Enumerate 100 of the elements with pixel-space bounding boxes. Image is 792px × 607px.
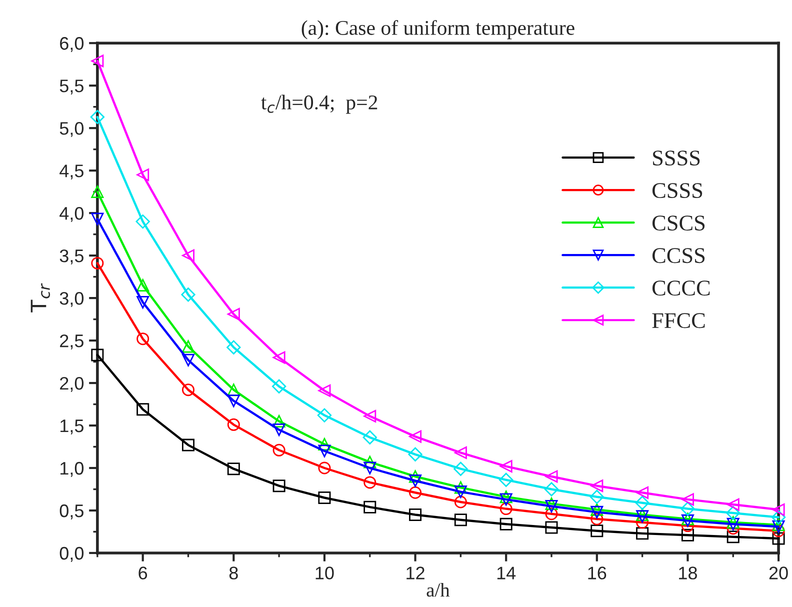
chart-title: (a): Case of uniform temperature xyxy=(302,20,574,40)
point xyxy=(364,410,376,422)
point xyxy=(408,447,422,462)
point xyxy=(409,470,422,483)
point xyxy=(454,514,467,526)
point xyxy=(545,521,558,534)
point xyxy=(227,418,240,431)
point xyxy=(364,476,376,489)
point xyxy=(409,508,422,521)
point xyxy=(409,430,422,443)
legend-label: FFCC xyxy=(652,313,705,328)
y-tick-label: 2,5 xyxy=(60,334,84,350)
point xyxy=(362,430,377,444)
legend-label: CSSS xyxy=(652,183,702,198)
point xyxy=(91,186,104,198)
point xyxy=(182,249,194,262)
point xyxy=(500,518,512,530)
point xyxy=(226,340,241,354)
y-tick-label: 4,5 xyxy=(60,164,84,180)
point xyxy=(545,508,558,520)
point xyxy=(636,527,649,540)
point xyxy=(136,332,150,346)
point xyxy=(545,500,558,512)
point xyxy=(454,481,467,494)
point xyxy=(182,384,194,396)
point xyxy=(227,394,240,408)
point xyxy=(409,474,422,487)
x-axis-title: a/h xyxy=(426,583,450,597)
point xyxy=(726,498,740,511)
point xyxy=(500,493,512,506)
point xyxy=(272,424,286,436)
point xyxy=(590,503,604,516)
point xyxy=(500,490,512,504)
legend-label: SSSS xyxy=(653,150,700,166)
point xyxy=(272,415,286,428)
point xyxy=(136,168,150,182)
point xyxy=(454,446,467,459)
point xyxy=(364,462,376,474)
x-tick-label: 16 xyxy=(588,566,606,580)
point xyxy=(91,212,104,226)
y-tick-label: 1,5 xyxy=(60,420,84,434)
x-tick-label: 20 xyxy=(769,566,788,580)
point xyxy=(181,288,196,302)
x-tick-label: 8 xyxy=(229,566,238,580)
point xyxy=(318,438,331,450)
point xyxy=(771,510,786,524)
legend-label: CCSS xyxy=(652,248,705,264)
point xyxy=(136,214,150,229)
y-axis-title: T$_{cr}$ xyxy=(30,283,50,312)
x-tick-label: 10 xyxy=(316,566,334,580)
point xyxy=(136,296,150,309)
point xyxy=(636,516,649,529)
point xyxy=(590,490,604,504)
point xyxy=(726,530,740,544)
point xyxy=(545,497,558,510)
point xyxy=(545,470,558,483)
point xyxy=(681,493,694,506)
y-tick-label: 0,0 xyxy=(60,546,84,562)
point xyxy=(227,308,240,320)
x-tick-label: 12 xyxy=(406,566,424,580)
y-tick-label: 0,5 xyxy=(60,504,84,520)
point xyxy=(726,506,740,520)
y-tick-label: 3,5 xyxy=(60,249,84,264)
point xyxy=(635,496,650,510)
point xyxy=(182,340,194,353)
point xyxy=(409,486,422,499)
x-tick-label: 6 xyxy=(138,566,148,580)
point xyxy=(91,348,104,362)
point xyxy=(454,496,467,508)
x-tick-label: 14 xyxy=(497,566,516,580)
point xyxy=(90,110,104,124)
point xyxy=(91,54,104,68)
legend-label: CCCC xyxy=(652,280,710,296)
point xyxy=(454,486,467,498)
point xyxy=(590,512,604,526)
y-tick-label: 1,0 xyxy=(60,462,84,477)
point xyxy=(318,462,331,474)
y-tick-label: 2,0 xyxy=(60,376,84,392)
point xyxy=(272,351,286,364)
point xyxy=(454,462,468,476)
point xyxy=(272,444,286,456)
point xyxy=(318,444,331,458)
point xyxy=(590,524,604,538)
y-tick-label: 4,0 xyxy=(60,206,84,222)
point xyxy=(272,379,286,394)
point xyxy=(772,503,785,516)
point xyxy=(772,532,785,545)
point xyxy=(136,403,150,416)
point xyxy=(318,491,331,504)
point xyxy=(364,500,376,514)
point xyxy=(227,462,240,476)
point xyxy=(136,279,150,292)
point xyxy=(182,438,194,452)
y-tick-label: 5,0 xyxy=(60,122,84,137)
point xyxy=(91,256,104,270)
point xyxy=(544,482,559,496)
x-tick-label: 18 xyxy=(679,566,697,580)
y-tick-label: 6,0 xyxy=(60,37,84,52)
point xyxy=(636,486,649,499)
point xyxy=(772,524,785,538)
